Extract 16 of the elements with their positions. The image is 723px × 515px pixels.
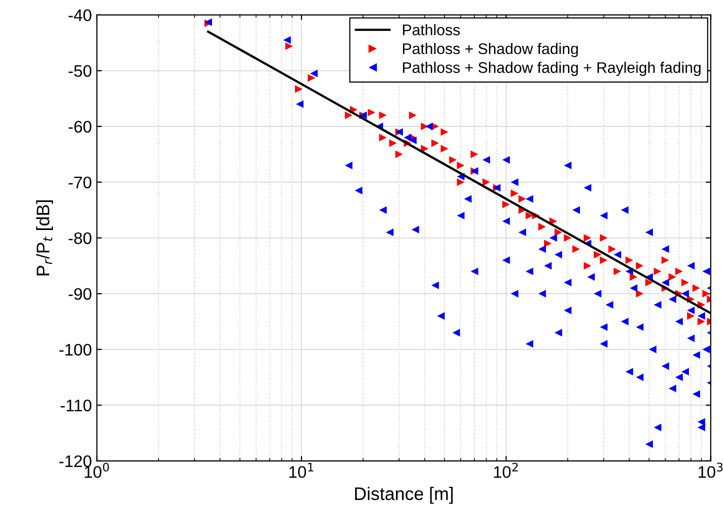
legend-label: Pathloss + Shadow fading [402, 42, 578, 58]
x-tick-label: 10$^{3}$ [698, 462, 723, 478]
y-tick-label: -90 [68, 288, 92, 300]
y-tick-label: -50 [68, 65, 92, 77]
y-tick-label: -60 [68, 120, 92, 133]
legend-label: Pathloss [402, 24, 460, 36]
y-tick-label: -80 [68, 232, 92, 244]
y-axis-title: P$_{r}$/P$_{t}$ [dB] [36, 200, 53, 276]
y-tick-label: -70 [68, 176, 92, 188]
x-tick-label: 10$^{1}$ [289, 462, 314, 478]
y-tick-label: -110 [60, 400, 92, 412]
legend-label: Pathloss + Shadow fading + Rayleigh fading [402, 62, 701, 76]
y-tick-label: -100 [59, 344, 92, 356]
y-tick-label: -40 [68, 9, 92, 22]
x-axis-title: Distance [m] [355, 486, 453, 504]
x-tick-label: 10$^{2}$ [494, 462, 518, 478]
